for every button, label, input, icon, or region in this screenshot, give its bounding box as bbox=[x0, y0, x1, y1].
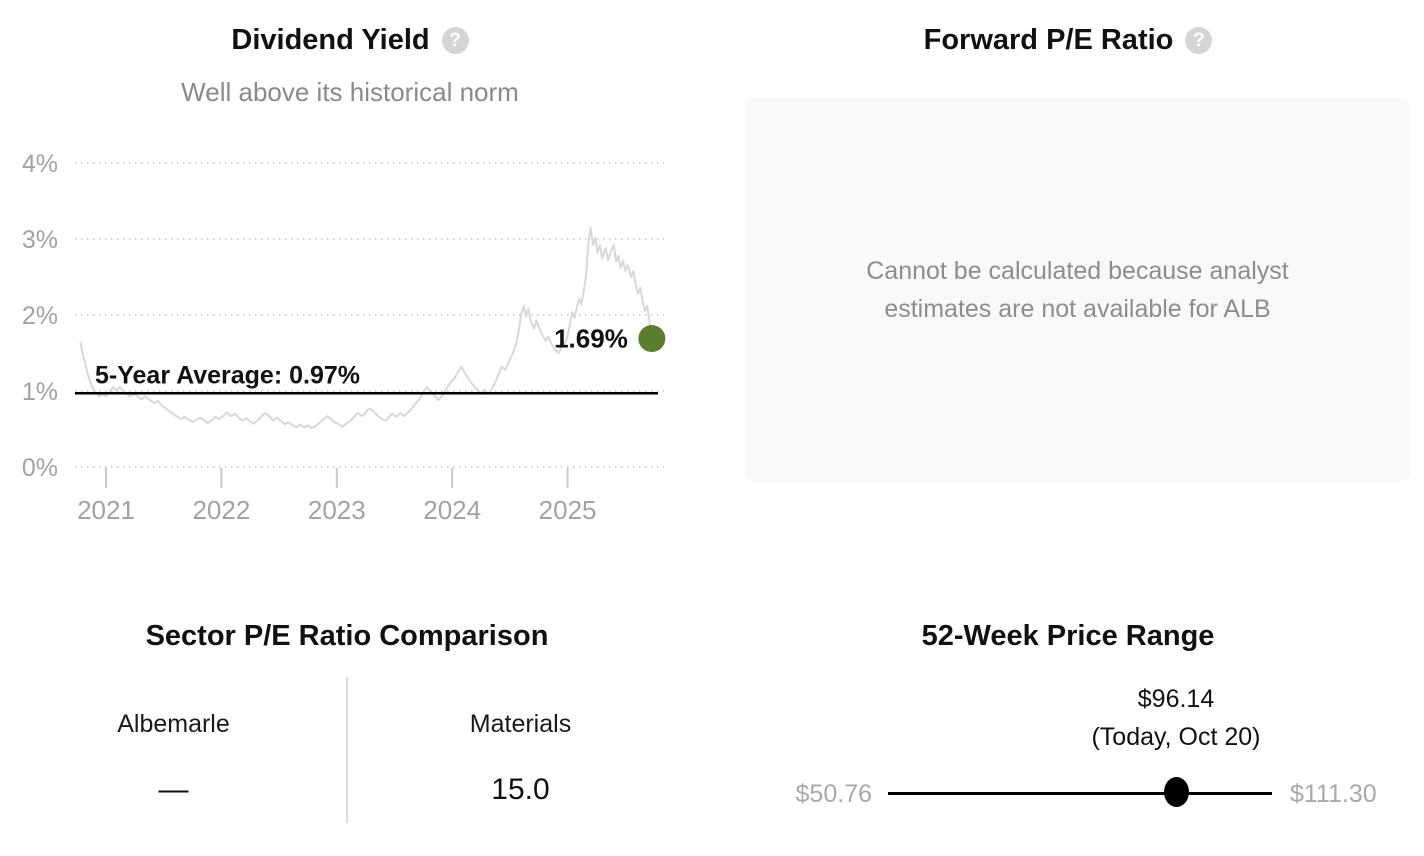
dividend-yield-series-line bbox=[79, 226, 653, 430]
sector-name: Materials bbox=[469, 710, 572, 738]
y-axis-label: 3% bbox=[22, 226, 58, 254]
current-value-dot bbox=[638, 325, 666, 353]
current-price-date: (Today, Oct 20) bbox=[1091, 723, 1261, 751]
company-column: Albemarle — bbox=[0, 692, 347, 842]
dividend-yield-panel: Dividend Yield ? Well above its historic… bbox=[0, 0, 712, 580]
range-current-dot bbox=[1163, 777, 1189, 807]
sector-pe-comparison: Albemarle — Materials 15.0 bbox=[0, 677, 694, 842]
chart-gridlines: 4% 3% 2% 1% 0% bbox=[22, 150, 664, 482]
y-axis-label: 2% bbox=[22, 302, 58, 330]
sector-pe-title: Sector P/E Ratio Comparison bbox=[145, 620, 549, 652]
sector-pe-panel: Sector P/E Ratio Comparison Albemarle — … bbox=[0, 580, 712, 856]
company-name: Albemarle bbox=[117, 710, 230, 738]
price-range-slider: $96.14 (Today, Oct 20) $50.76 $111.30 bbox=[712, 680, 1424, 830]
range-high-label: $111.30 bbox=[1290, 780, 1377, 808]
company-pe-value: — bbox=[158, 773, 189, 806]
current-price: $96.14 bbox=[1137, 685, 1215, 713]
dividend-yield-subtitle: Well above its historical norm bbox=[181, 77, 519, 107]
y-axis-label: 1% bbox=[22, 378, 58, 406]
range-track bbox=[888, 792, 1272, 795]
dividend-yield-chart[interactable]: 4% 3% 2% 1% 0% 2021 2022 2023 2024 2025 5-Year A… bbox=[0, 140, 712, 560]
y-axis-label: 0% bbox=[22, 454, 58, 482]
forward-pe-panel: Forward P/E Ratio ? Cannot be calculated… bbox=[712, 0, 1424, 580]
chart-x-axis: 2021 2022 2023 2024 2025 bbox=[77, 468, 597, 525]
forward-pe-title: Forward P/E Ratio bbox=[923, 24, 1174, 56]
help-icon[interactable]: ? bbox=[441, 27, 469, 54]
price-range-title: 52-Week Price Range bbox=[921, 620, 1215, 652]
five-year-average-label: 5-Year Average: 0.97% bbox=[95, 361, 360, 389]
x-axis-label: 2025 bbox=[539, 495, 597, 525]
x-axis-label: 2021 bbox=[77, 495, 135, 525]
current-value-label: 1.69% bbox=[554, 324, 628, 354]
help-icon[interactable]: ? bbox=[1185, 27, 1213, 54]
y-axis-label: 4% bbox=[22, 150, 58, 178]
x-axis-label: 2024 bbox=[423, 495, 481, 525]
range-low-label: $50.76 bbox=[795, 780, 872, 808]
forward-pe-unavailable-box: Cannot be calculated because analyst est… bbox=[745, 98, 1410, 482]
x-axis-label: 2022 bbox=[192, 495, 250, 525]
sector-column: Materials 15.0 bbox=[347, 692, 694, 842]
dividend-yield-title: Dividend Yield bbox=[231, 24, 430, 56]
x-axis-label: 2023 bbox=[308, 495, 366, 525]
current-price-label: $96.14 (Today, Oct 20) bbox=[996, 680, 1356, 756]
unavailable-message-line2: estimates are not available for ALB bbox=[884, 295, 1271, 323]
column-divider bbox=[346, 677, 348, 823]
price-range-panel: 52-Week Price Range $96.14 (Today, Oct 2… bbox=[712, 580, 1424, 856]
sector-pe-value: 15.0 bbox=[491, 773, 550, 806]
unavailable-message-line1: Cannot be calculated because analyst bbox=[866, 257, 1289, 285]
